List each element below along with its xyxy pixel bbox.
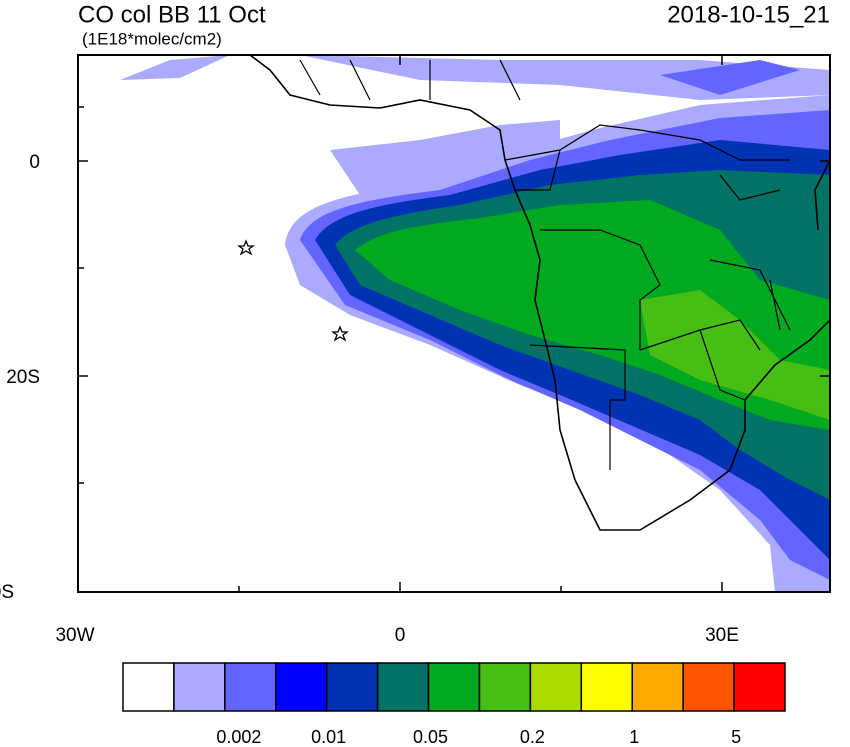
colorbar-box [224,662,277,712]
lat-label: 0 [29,152,40,173]
colorbar-box [122,662,175,712]
colorbar-box [631,662,684,712]
colorbar-box [529,662,583,712]
map-frame [77,54,831,593]
timestamp: 2018-10-15_21 [667,1,830,28]
lon-label: 30E [705,625,739,646]
colorbar-box [376,662,430,712]
colorbar-box [478,662,532,712]
map-field [78,55,830,592]
colorbar-box [427,662,481,712]
colorbar-box [325,662,379,712]
colorbar-box [682,662,735,712]
colorbar-box [733,662,786,712]
lat-label: 40S [0,582,14,603]
title: CO col BB 11 Oct [78,1,266,28]
lon-label: 0 [395,625,406,646]
colorbar-label: 0.01 [311,727,346,747]
subtitle: (1E18*molec/cm2) [82,29,222,48]
colorbar: 0.002 0.01 0.05 0.2 1 5 [122,662,786,747]
lat-label: 20S [6,367,40,388]
colorbar-label: 1 [629,727,639,747]
colorbar-box [173,662,226,712]
colorbar-label: 0.002 [216,727,261,747]
lon-label: 30W [55,625,94,646]
colorbar-box [580,662,633,712]
colorbar-box [275,662,328,712]
colorbar-label: 5 [731,727,741,747]
colorbar-label: 0.05 [413,727,448,747]
colorbar-label: 0.2 [520,727,545,747]
tick-marks [78,55,830,592]
